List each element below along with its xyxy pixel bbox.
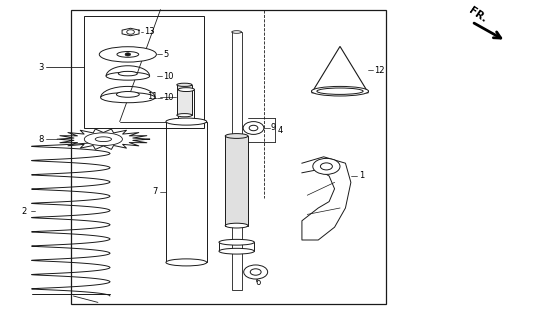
Bar: [84, 16, 204, 128]
Circle shape: [250, 269, 261, 275]
Text: 1: 1: [359, 172, 364, 180]
Bar: [178, 90, 194, 122]
Ellipse shape: [101, 92, 155, 103]
Text: 10: 10: [163, 93, 174, 102]
Ellipse shape: [166, 118, 207, 125]
Ellipse shape: [178, 88, 195, 92]
Ellipse shape: [177, 114, 192, 117]
Ellipse shape: [225, 134, 248, 138]
Text: 10: 10: [163, 72, 174, 81]
Ellipse shape: [311, 86, 369, 96]
Text: 7: 7: [152, 188, 158, 196]
Ellipse shape: [219, 239, 254, 245]
Text: 11: 11: [147, 92, 158, 101]
Ellipse shape: [232, 31, 242, 33]
Bar: [219, 242, 254, 251]
Text: 13: 13: [144, 28, 155, 36]
Text: 8: 8: [38, 135, 44, 144]
Ellipse shape: [95, 137, 112, 141]
Ellipse shape: [177, 83, 192, 86]
Ellipse shape: [99, 47, 157, 62]
Polygon shape: [312, 46, 368, 93]
Circle shape: [313, 158, 340, 174]
Circle shape: [244, 265, 268, 279]
Ellipse shape: [243, 122, 264, 134]
Text: FR.: FR.: [467, 5, 489, 24]
Text: 6: 6: [256, 278, 261, 287]
Ellipse shape: [317, 88, 363, 94]
Ellipse shape: [166, 259, 207, 266]
Text: 5: 5: [163, 50, 169, 59]
Circle shape: [320, 163, 332, 170]
Text: 12: 12: [374, 66, 384, 75]
Ellipse shape: [225, 223, 248, 228]
Bar: [232, 32, 242, 290]
Ellipse shape: [219, 248, 254, 254]
Ellipse shape: [84, 133, 122, 146]
Circle shape: [125, 53, 131, 56]
Bar: [177, 85, 192, 115]
Bar: [71, 10, 386, 304]
Text: 3: 3: [38, 63, 44, 72]
Bar: [225, 136, 248, 226]
Ellipse shape: [106, 72, 150, 80]
Ellipse shape: [116, 92, 139, 97]
Ellipse shape: [117, 52, 139, 57]
Text: 4: 4: [277, 126, 283, 135]
Text: 2: 2: [22, 207, 27, 216]
Text: 9: 9: [271, 124, 276, 132]
Ellipse shape: [118, 71, 137, 76]
Bar: [166, 122, 207, 262]
Circle shape: [127, 30, 134, 34]
Ellipse shape: [249, 125, 258, 131]
